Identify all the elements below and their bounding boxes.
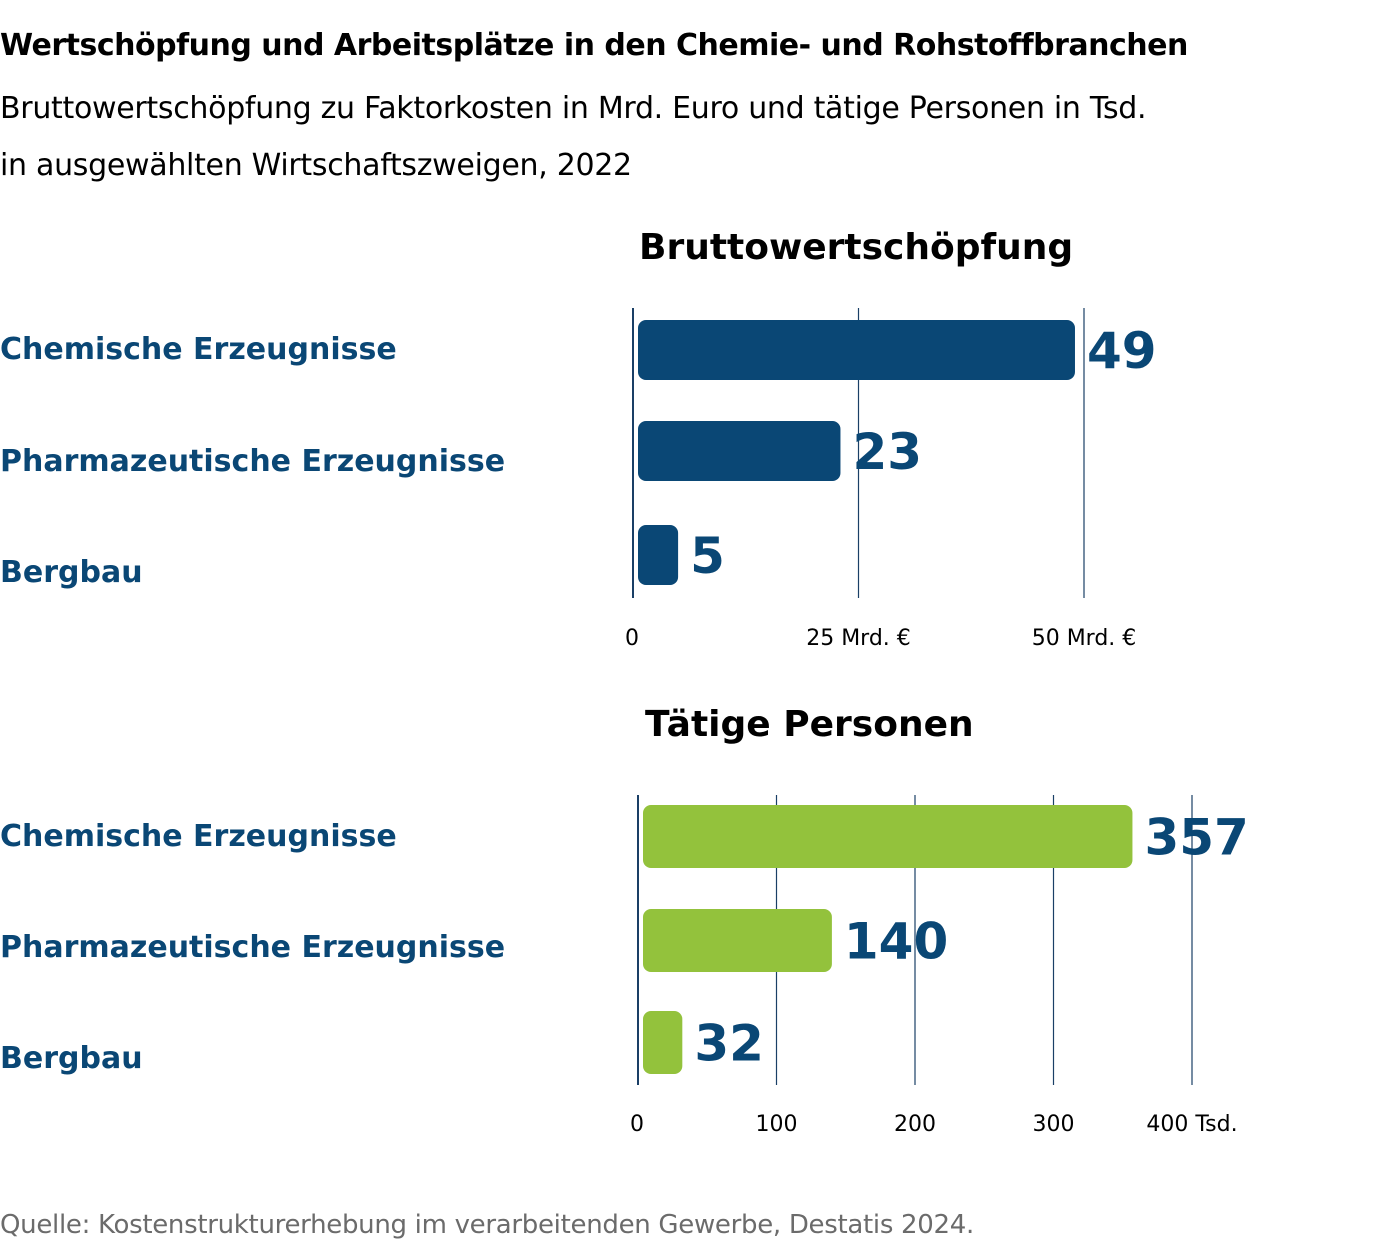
personen-value-label: 140 bbox=[844, 913, 948, 971]
personen-category-label: Pharmazeutische Erzeugnisse bbox=[0, 930, 505, 965]
personen-tick-label: 300 bbox=[1033, 1112, 1075, 1137]
personen-value-label: 357 bbox=[1144, 809, 1248, 867]
wertschoepfung-bar bbox=[638, 525, 679, 585]
personen-category-label: Bergbau bbox=[0, 1041, 143, 1076]
wertschoepfung-value-label: 49 bbox=[1087, 322, 1157, 380]
wertschoepfung-value-label: 23 bbox=[852, 423, 922, 481]
subtitle-line-2: in ausgewählten Wirtschaftszweigen, 2022 bbox=[0, 148, 632, 183]
wertschoepfung-category-label: Pharmazeutische Erzeugnisse bbox=[0, 444, 505, 479]
personen-tick-label: 0 bbox=[630, 1112, 644, 1137]
chart-subtitle: Bruttowertschöpfung zu Faktorkosten in M… bbox=[0, 80, 1147, 194]
wertschoepfung-bar bbox=[638, 421, 841, 481]
personen-category-label: Chemische Erzeugnisse bbox=[0, 819, 397, 854]
source-note: Quelle: Kostenstrukturerhebung im verarb… bbox=[0, 1210, 974, 1240]
chart-title: Wertschöpfung und Arbeitsplätze in den C… bbox=[0, 28, 1188, 63]
wertschoepfung-category-label: Bergbau bbox=[0, 555, 143, 590]
personen-tick-label: 100 bbox=[756, 1112, 798, 1137]
wertschoepfung-value-label: 5 bbox=[690, 527, 725, 585]
wertschoepfung-bar bbox=[638, 320, 1075, 380]
personen-bar bbox=[643, 909, 832, 972]
wertschoepfung-tick-label: 25 Mrd. € bbox=[806, 626, 911, 651]
personen-tick-label: 200 bbox=[894, 1112, 936, 1137]
personen-bar bbox=[643, 1011, 683, 1074]
wertschoepfung-tick-label: 0 bbox=[625, 626, 639, 651]
personen-title: Tätige Personen bbox=[645, 704, 974, 745]
personen-tick-label: 400 Tsd. bbox=[1146, 1112, 1237, 1137]
personen-bar bbox=[643, 805, 1133, 868]
personen-value-label: 32 bbox=[694, 1015, 764, 1073]
wertschoepfung-title: Bruttowertschöpfung bbox=[639, 227, 1073, 268]
wertschoepfung-tick-label: 50 Mrd. € bbox=[1032, 626, 1137, 651]
wertschoepfung-category-label: Chemische Erzeugnisse bbox=[0, 332, 397, 367]
subtitle-line-1: Bruttowertschöpfung zu Faktorkosten in M… bbox=[0, 91, 1147, 126]
